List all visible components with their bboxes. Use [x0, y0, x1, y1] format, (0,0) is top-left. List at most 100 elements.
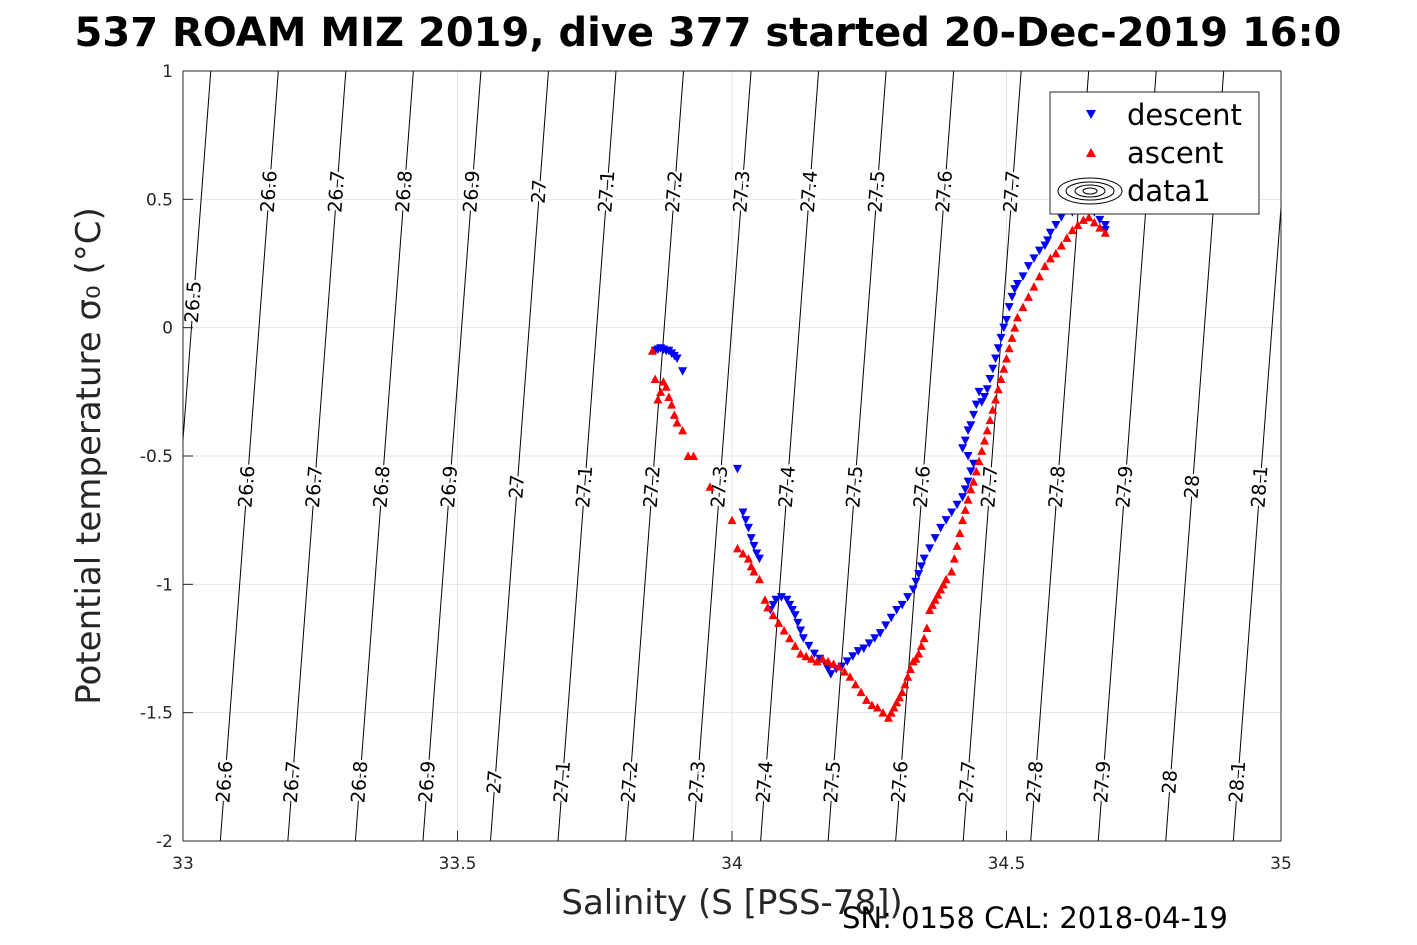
ascent-point-105 — [650, 374, 660, 383]
ascent-point-12 — [1034, 271, 1044, 281]
contour-label-26-5-row1: 26.5 — [181, 280, 206, 324]
ascent-point-16 — [1012, 312, 1022, 322]
descent-point-11 — [1034, 246, 1044, 256]
ascent-point-30 — [974, 456, 984, 466]
descent-point-34 — [960, 436, 970, 446]
ascent-point-53 — [908, 656, 918, 666]
descent-point-88 — [743, 523, 753, 533]
ascent-point-5 — [1073, 220, 1083, 229]
descent-point-30 — [971, 400, 981, 410]
ascent-point-14 — [1023, 292, 1033, 301]
contour-label-27-7-row3: 27.7 — [955, 760, 980, 804]
descent-point-18 — [1004, 303, 1014, 312]
legend-ascent-marker — [1086, 148, 1096, 157]
ascent-point-50 — [916, 641, 926, 650]
descent-point-14 — [1018, 272, 1028, 281]
contour-label-27-5-row3: 27.5 — [820, 760, 845, 804]
x-axis-ticks: 33 33.5 34 34.5 35 — [172, 831, 1292, 874]
ascent-point-80 — [785, 633, 795, 643]
contour-label-27-7-row2: 27.7 — [977, 465, 1002, 509]
descent-point-13 — [1023, 262, 1033, 271]
ascent-point-28 — [980, 436, 990, 445]
contour-label-27-4-row3: 27.4 — [752, 760, 777, 804]
contour-label-26-7-row2: 26.7 — [302, 465, 327, 509]
ascent-point-1 — [1095, 223, 1105, 232]
descent-point-54 — [897, 600, 907, 610]
x-axis-label: Salinity (S [PSS-78]) — [561, 883, 902, 923]
contour-26-7 — [287, 71, 347, 841]
ascent-point-4 — [1078, 215, 1088, 224]
descent-point-50 — [914, 570, 924, 579]
legend-data1-marker — [1057, 177, 1123, 205]
descent-point-6 — [1056, 213, 1066, 222]
descent-point-80 — [776, 593, 786, 602]
descent-point-74 — [796, 626, 806, 636]
descent-point-44 — [941, 516, 951, 525]
ascent-point-81 — [779, 626, 789, 635]
contour-27-3 — [692, 71, 752, 841]
descent-point-33 — [963, 426, 973, 435]
descent-point-82 — [768, 600, 778, 610]
ascent-point-70 — [840, 667, 850, 676]
descent-point-31 — [969, 410, 979, 420]
ascent-point-106 — [647, 346, 657, 355]
descent-point-19 — [1002, 315, 1011, 325]
ascent-point-73 — [823, 656, 833, 666]
x-tick-label-0: 33 — [172, 854, 194, 874]
ascent-point-62 — [883, 713, 893, 722]
descent-point-87 — [746, 534, 756, 543]
descent-point-48 — [919, 554, 929, 564]
ascent-point-23 — [993, 384, 1003, 394]
ascent-point-56 — [900, 679, 910, 689]
ascent-point-79 — [790, 641, 800, 650]
y-tick-label-0: -2 — [156, 832, 173, 852]
descent-point-10 — [1040, 241, 1050, 251]
ascent-series — [647, 212, 1110, 722]
descent-point-56 — [886, 613, 896, 623]
footer-serial-cal: SN: 0158 CAL: 2018-04-19 — [842, 901, 1228, 935]
legend-data1-label: data1 — [1127, 174, 1211, 208]
descent-point-47 — [925, 544, 935, 553]
descent-point-28 — [977, 398, 987, 407]
ascent-point-22 — [996, 374, 1006, 383]
chart-title: 537 ROAM MIZ 2019, dive 377 started 20-D… — [75, 10, 1342, 56]
descent-point-46 — [930, 534, 940, 543]
descent-point-0 — [1100, 221, 1110, 230]
descent-point-75 — [793, 618, 803, 628]
contour-27-6 — [895, 71, 955, 841]
contour-26-5 — [183, 71, 212, 447]
ascent-point-25 — [988, 405, 998, 414]
ascent-point-71 — [834, 661, 844, 671]
ascent-point-93 — [705, 482, 715, 491]
contour-label-27-6-row3: 27.6 — [888, 760, 913, 804]
ascent-point-89 — [743, 554, 753, 563]
legend-ascent-label: ascent — [1127, 136, 1223, 170]
ascent-point-66 — [862, 695, 872, 704]
descent-point-38 — [966, 467, 976, 476]
contour-label-27-2-row0: 27.2 — [662, 170, 687, 214]
contour-label-28-1-row2: 28.1 — [1247, 465, 1272, 509]
ascent-point-38 — [952, 541, 962, 550]
contour-27-5 — [827, 71, 887, 841]
ascent-point-8 — [1056, 241, 1066, 250]
descent-point-27 — [980, 392, 990, 402]
ascent-point-7 — [1062, 233, 1072, 242]
ascent-point-34 — [963, 495, 973, 504]
y-tick-label-3: -0.5 — [140, 447, 173, 467]
ascent-point-49 — [919, 633, 929, 643]
descent-point-90 — [738, 508, 748, 517]
ascent-point-103 — [656, 387, 666, 396]
descent-point-24 — [988, 364, 998, 374]
ascent-point-6 — [1067, 225, 1077, 235]
ascent-point-84 — [763, 602, 773, 612]
descent-point-37 — [969, 459, 979, 469]
descent-point-51 — [911, 577, 921, 587]
descent-point-79 — [782, 595, 792, 605]
descent-point-85 — [752, 549, 762, 559]
contour-26-6 — [219, 71, 279, 841]
ascent-point-48 — [922, 623, 932, 632]
contour-28-1 — [1232, 200, 1281, 841]
contour-27-7 — [962, 71, 1022, 841]
contour-label-27-6-row0: 27.6 — [932, 170, 957, 214]
